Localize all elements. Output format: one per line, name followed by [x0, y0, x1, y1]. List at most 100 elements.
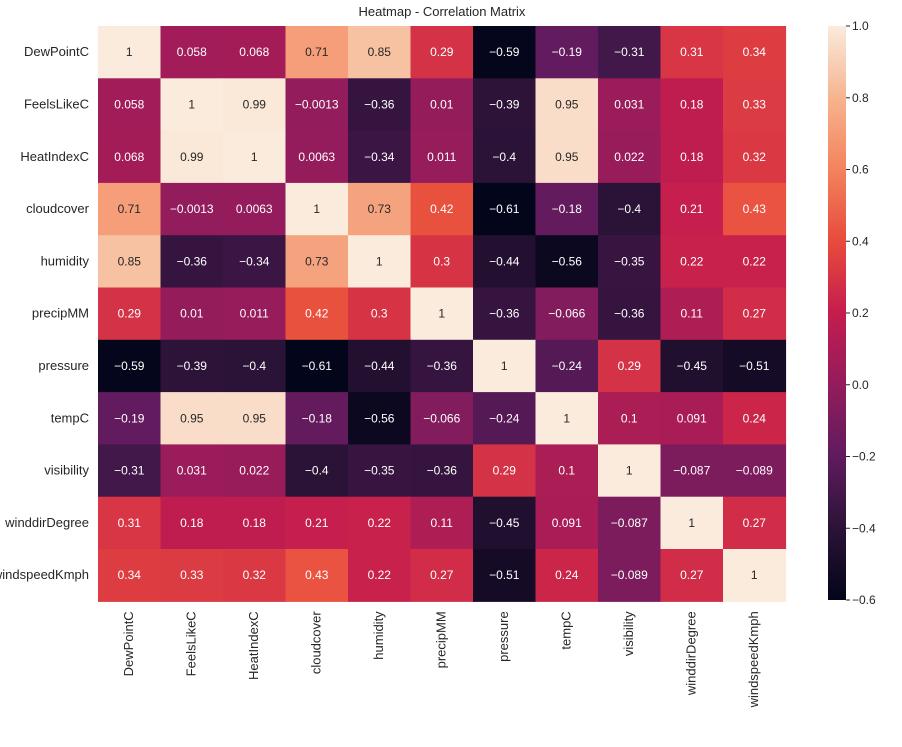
cell-value-label: 0.73 — [305, 254, 329, 268]
heatmap-cell — [660, 78, 724, 132]
colorbar: 1.0 0.8 0.6 0.4 0.2 0.0 −0.2 −0.4 −0.6 — [828, 19, 876, 607]
heatmap-cell — [535, 392, 599, 445]
heatmap-cell — [223, 339, 287, 393]
cell-value-label: −0.066 — [423, 411, 460, 425]
heatmap-cells: 1 0.058 0.068 0.71 0.85 0.29 −0.59 −0.19 −0.31 0.… — [98, 26, 787, 602]
cell-value-label: 0.27 — [743, 516, 767, 530]
heatmap-cell — [348, 549, 412, 602]
cell-value-label: 0.22 — [680, 254, 704, 268]
heatmap-cell — [660, 130, 724, 184]
y-tick-label: winddirDegree — [4, 515, 89, 530]
y-tick-label: cloudcover — [26, 201, 90, 216]
heatmap-cell — [98, 182, 162, 236]
cell-value-label: 0.3 — [433, 254, 450, 268]
heatmap-cell — [473, 182, 537, 236]
cell-value-label: −0.44 — [364, 359, 395, 373]
heatmap-cell — [160, 235, 224, 289]
cell-value-label: −0.39 — [489, 97, 520, 111]
cell-value-label: 0.95 — [555, 97, 579, 111]
colorbar-gradient — [828, 26, 846, 600]
cell-value-label: −0.0013 — [170, 202, 214, 216]
colorbar-tick-label: −0.6 — [852, 593, 876, 607]
heatmap-cell — [223, 549, 287, 602]
heatmap-cell — [285, 78, 349, 132]
heatmap-cell — [348, 235, 412, 289]
cell-value-label: −0.19 — [114, 411, 145, 425]
heatmap-cell — [223, 26, 287, 79]
heatmap-cell — [410, 549, 474, 602]
cell-value-label: 0.1 — [621, 411, 638, 425]
heatmap-cell — [98, 339, 162, 393]
heatmap-cell — [660, 287, 724, 341]
heatmap-cell — [535, 549, 599, 602]
heatmap-cell — [410, 287, 474, 341]
cell-value-label: 0.29 — [618, 359, 642, 373]
heatmap-cell — [285, 339, 349, 393]
cell-value-label: −0.36 — [364, 97, 395, 111]
cell-value-label: −0.36 — [427, 464, 458, 478]
cell-value-label: −0.35 — [364, 464, 395, 478]
cell-value-label: 0.73 — [368, 202, 392, 216]
cell-value-label: 0.85 — [368, 45, 392, 59]
y-tick-label: visibility — [44, 463, 89, 478]
heatmap-cell — [535, 182, 599, 236]
cell-value-label: −0.087 — [673, 464, 710, 478]
heatmap-cell — [348, 26, 412, 79]
cell-value-label: 0.01 — [180, 307, 204, 321]
heatmap-cell — [348, 496, 412, 550]
cell-value-label: −0.36 — [427, 359, 458, 373]
heatmap-cell — [598, 78, 662, 132]
chart-title: Heatmap - Correlation Matrix — [359, 4, 526, 19]
cell-value-label: 0.11 — [431, 516, 454, 530]
heatmap-cell — [723, 287, 787, 341]
cell-value-label: −0.61 — [302, 359, 333, 373]
cell-value-label: −0.56 — [552, 254, 583, 268]
cell-value-label: 0.22 — [368, 516, 392, 530]
cell-value-label: −0.24 — [489, 411, 520, 425]
cell-value-label: 0.18 — [680, 97, 704, 111]
cell-value-label: −0.31 — [114, 464, 145, 478]
heatmap-cell — [410, 339, 474, 393]
heatmap-cell — [410, 496, 474, 550]
heatmap-cell — [535, 287, 599, 341]
heatmap-cell — [285, 182, 349, 236]
heatmap-cell — [535, 444, 599, 498]
cell-value-label: −0.19 — [552, 45, 583, 59]
cell-value-label: 1 — [751, 568, 758, 582]
heatmap-cell — [160, 130, 224, 184]
heatmap-cell — [660, 182, 724, 236]
heatmap-cell — [348, 287, 412, 341]
cell-value-label: −0.51 — [489, 568, 520, 582]
cell-value-label: 0.058 — [114, 97, 144, 111]
heatmap-cell — [535, 130, 599, 184]
cell-value-label: −0.18 — [552, 202, 583, 216]
heatmap-cell — [285, 235, 349, 289]
x-tick-label: visibility — [621, 611, 636, 656]
heatmap-cell — [598, 549, 662, 602]
heatmap-cell — [285, 444, 349, 498]
x-tick-label: humidity — [371, 611, 386, 660]
y-tick-label: precipMM — [32, 306, 89, 321]
cell-value-label: 0.18 — [680, 150, 704, 164]
colorbar-tick-label: 0.2 — [852, 306, 869, 320]
cell-value-label: 0.71 — [305, 45, 329, 59]
cell-value-label: −0.61 — [489, 202, 520, 216]
x-tick-label: windspeedKmph — [746, 611, 761, 708]
heatmap-cell — [285, 287, 349, 341]
cell-value-label: 0.21 — [680, 202, 704, 216]
heatmap-cell — [160, 496, 224, 550]
cell-value-label: 0.29 — [493, 464, 517, 478]
cell-value-label: 0.11 — [681, 307, 704, 321]
heatmap-cell — [223, 444, 287, 498]
heatmap-cell — [98, 444, 162, 498]
cell-value-label: 1 — [688, 516, 695, 530]
colorbar-tick-label: 0.8 — [852, 91, 869, 105]
cell-value-label: 0.27 — [430, 568, 454, 582]
heatmap-cell — [160, 78, 224, 132]
cell-value-label: 0.031 — [614, 97, 644, 111]
cell-value-label: 1 — [251, 150, 258, 164]
cell-value-label: 0.33 — [743, 97, 767, 111]
cell-value-label: 0.1 — [558, 464, 575, 478]
cell-value-label: −0.31 — [614, 45, 645, 59]
